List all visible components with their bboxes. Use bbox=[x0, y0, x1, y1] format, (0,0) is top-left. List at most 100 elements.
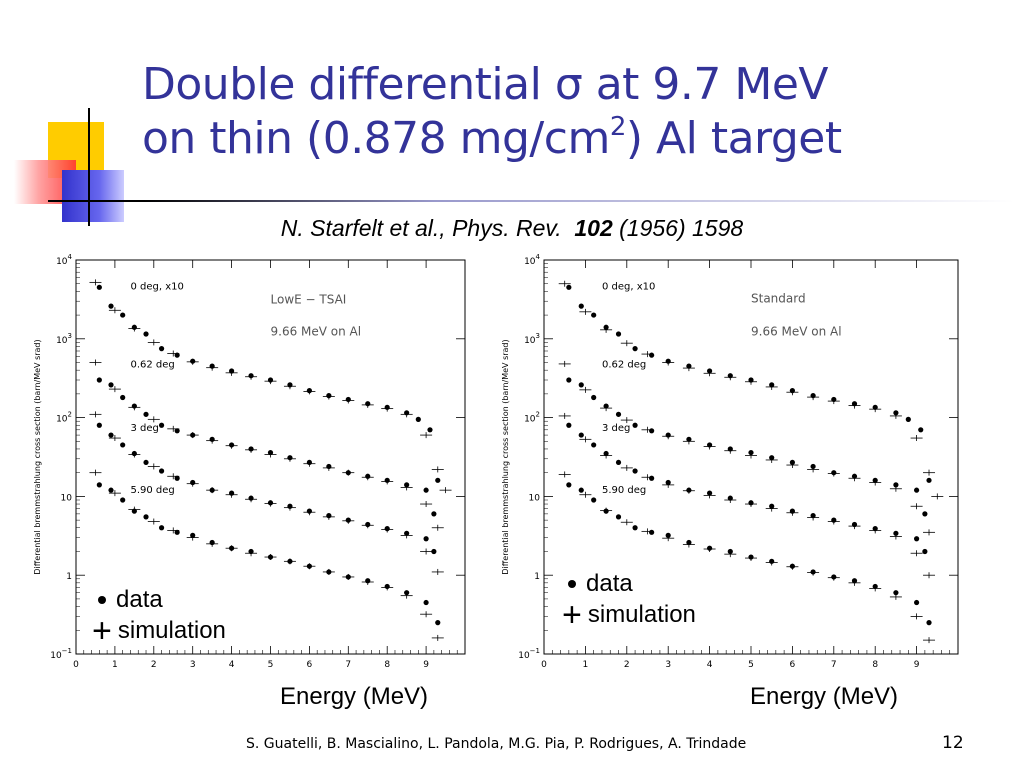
footer-authors: S. Guatelli, B. Mascialino, L. Pandola, … bbox=[246, 736, 747, 752]
citation-volume: 102 bbox=[574, 215, 613, 241]
plus-marker-icon: + bbox=[562, 595, 582, 634]
data-point bbox=[615, 459, 622, 466]
series-label: 5.90 deg bbox=[130, 485, 174, 496]
y-tick-label: 10−1 bbox=[518, 647, 540, 661]
data-point bbox=[190, 358, 196, 364]
y-tick-base: 10 bbox=[56, 415, 68, 425]
x-tick-label: 1 bbox=[583, 660, 589, 670]
data-point bbox=[120, 312, 126, 318]
data-point bbox=[326, 393, 332, 399]
data-point bbox=[267, 449, 274, 456]
legend-data-label: data bbox=[586, 570, 633, 597]
y-tick-exp: 3 bbox=[68, 332, 72, 340]
data-point bbox=[615, 331, 622, 337]
data-point bbox=[174, 428, 180, 434]
data-point bbox=[748, 500, 754, 506]
legend-simulation-label: simulation bbox=[117, 617, 226, 644]
series-group: 3 deg bbox=[558, 412, 936, 579]
y-tick-base: 10 bbox=[524, 336, 536, 346]
data-point bbox=[345, 396, 351, 403]
chart-annotation: 9.66 MeV on Al bbox=[271, 325, 362, 339]
data-point bbox=[365, 578, 371, 584]
data-point bbox=[267, 377, 274, 383]
data-marker-icon bbox=[98, 595, 106, 604]
data-point bbox=[209, 436, 215, 442]
data-point bbox=[893, 482, 899, 488]
data-point bbox=[120, 394, 126, 401]
data-point bbox=[686, 436, 692, 442]
y-tick-exp: −1 bbox=[530, 647, 540, 655]
data-point bbox=[287, 558, 293, 564]
data-point bbox=[306, 508, 312, 514]
data-point bbox=[229, 490, 235, 496]
citation: N. Starfelt et al., Phys. Rev. 102 (1956… bbox=[0, 215, 1024, 242]
data-point bbox=[893, 590, 899, 596]
data-point bbox=[435, 477, 441, 483]
data-point bbox=[707, 442, 713, 448]
data-point bbox=[96, 482, 102, 488]
data-point bbox=[707, 368, 713, 374]
data-point bbox=[831, 470, 837, 476]
data-point bbox=[384, 477, 390, 483]
data-point bbox=[789, 563, 795, 569]
data-point bbox=[96, 284, 102, 290]
series-label: 5.90 deg bbox=[602, 485, 646, 496]
data-point bbox=[131, 324, 137, 330]
data-point bbox=[143, 459, 149, 466]
y-tick-label: 10−1 bbox=[50, 647, 72, 661]
data-point bbox=[922, 548, 928, 555]
data-point bbox=[810, 393, 816, 399]
data-point bbox=[108, 487, 114, 493]
data-point bbox=[893, 530, 899, 536]
y-tick-base: 10 bbox=[518, 651, 530, 661]
series-group: 0 deg, x10 bbox=[558, 280, 944, 500]
decor-horizontal-line bbox=[48, 200, 1014, 202]
y-tick-label: 1 bbox=[66, 572, 72, 582]
data-point bbox=[831, 396, 837, 403]
title-superscript: 2 bbox=[609, 112, 627, 142]
data-point bbox=[248, 495, 254, 501]
data-point bbox=[174, 529, 180, 535]
y-tick-label: 10 bbox=[61, 493, 73, 503]
y-tick-base: 10 bbox=[56, 336, 68, 346]
data-point bbox=[632, 422, 638, 428]
data-point bbox=[649, 428, 655, 434]
data-point bbox=[267, 500, 274, 506]
data-point bbox=[566, 284, 572, 290]
data-point bbox=[748, 377, 754, 383]
y-tick-base: 10 bbox=[50, 651, 62, 661]
data-point bbox=[578, 487, 584, 493]
x-tick-label: 1 bbox=[112, 660, 118, 670]
data-point bbox=[872, 477, 878, 483]
data-point bbox=[914, 487, 920, 493]
data-point bbox=[748, 449, 754, 456]
data-point bbox=[415, 416, 421, 422]
x-tick-label: 2 bbox=[624, 660, 630, 670]
data-point bbox=[174, 475, 180, 481]
data-point bbox=[120, 497, 126, 503]
decor-vertical-line bbox=[88, 108, 90, 226]
data-point bbox=[810, 513, 816, 519]
citation-rest: (1956) 1598 bbox=[619, 215, 744, 241]
data-point bbox=[665, 358, 671, 364]
data-point bbox=[603, 508, 609, 514]
data-point bbox=[566, 422, 572, 428]
x-tick-label: 5 bbox=[748, 660, 754, 670]
data-point bbox=[769, 503, 775, 509]
y-tick-label: 103 bbox=[524, 332, 540, 346]
data-point bbox=[423, 487, 429, 493]
series-group: 5.90 deg bbox=[558, 471, 936, 644]
data-point bbox=[131, 450, 137, 457]
y-tick-label: 104 bbox=[56, 253, 72, 267]
y-tick-label: 102 bbox=[524, 411, 540, 425]
y-tick-label: 102 bbox=[56, 411, 72, 425]
data-point bbox=[872, 526, 878, 532]
chart-right: 0 1 2 3 4 5 6 7 8 9 104 103 102 10 1 10−1 Differential b… bbox=[498, 248, 968, 688]
data-point bbox=[96, 377, 102, 383]
x-tick-label: 9 bbox=[423, 660, 429, 670]
decor-blue-square bbox=[62, 170, 124, 222]
data-point bbox=[769, 382, 775, 388]
data-point bbox=[789, 388, 795, 394]
x-tick-label: 6 bbox=[790, 660, 796, 670]
